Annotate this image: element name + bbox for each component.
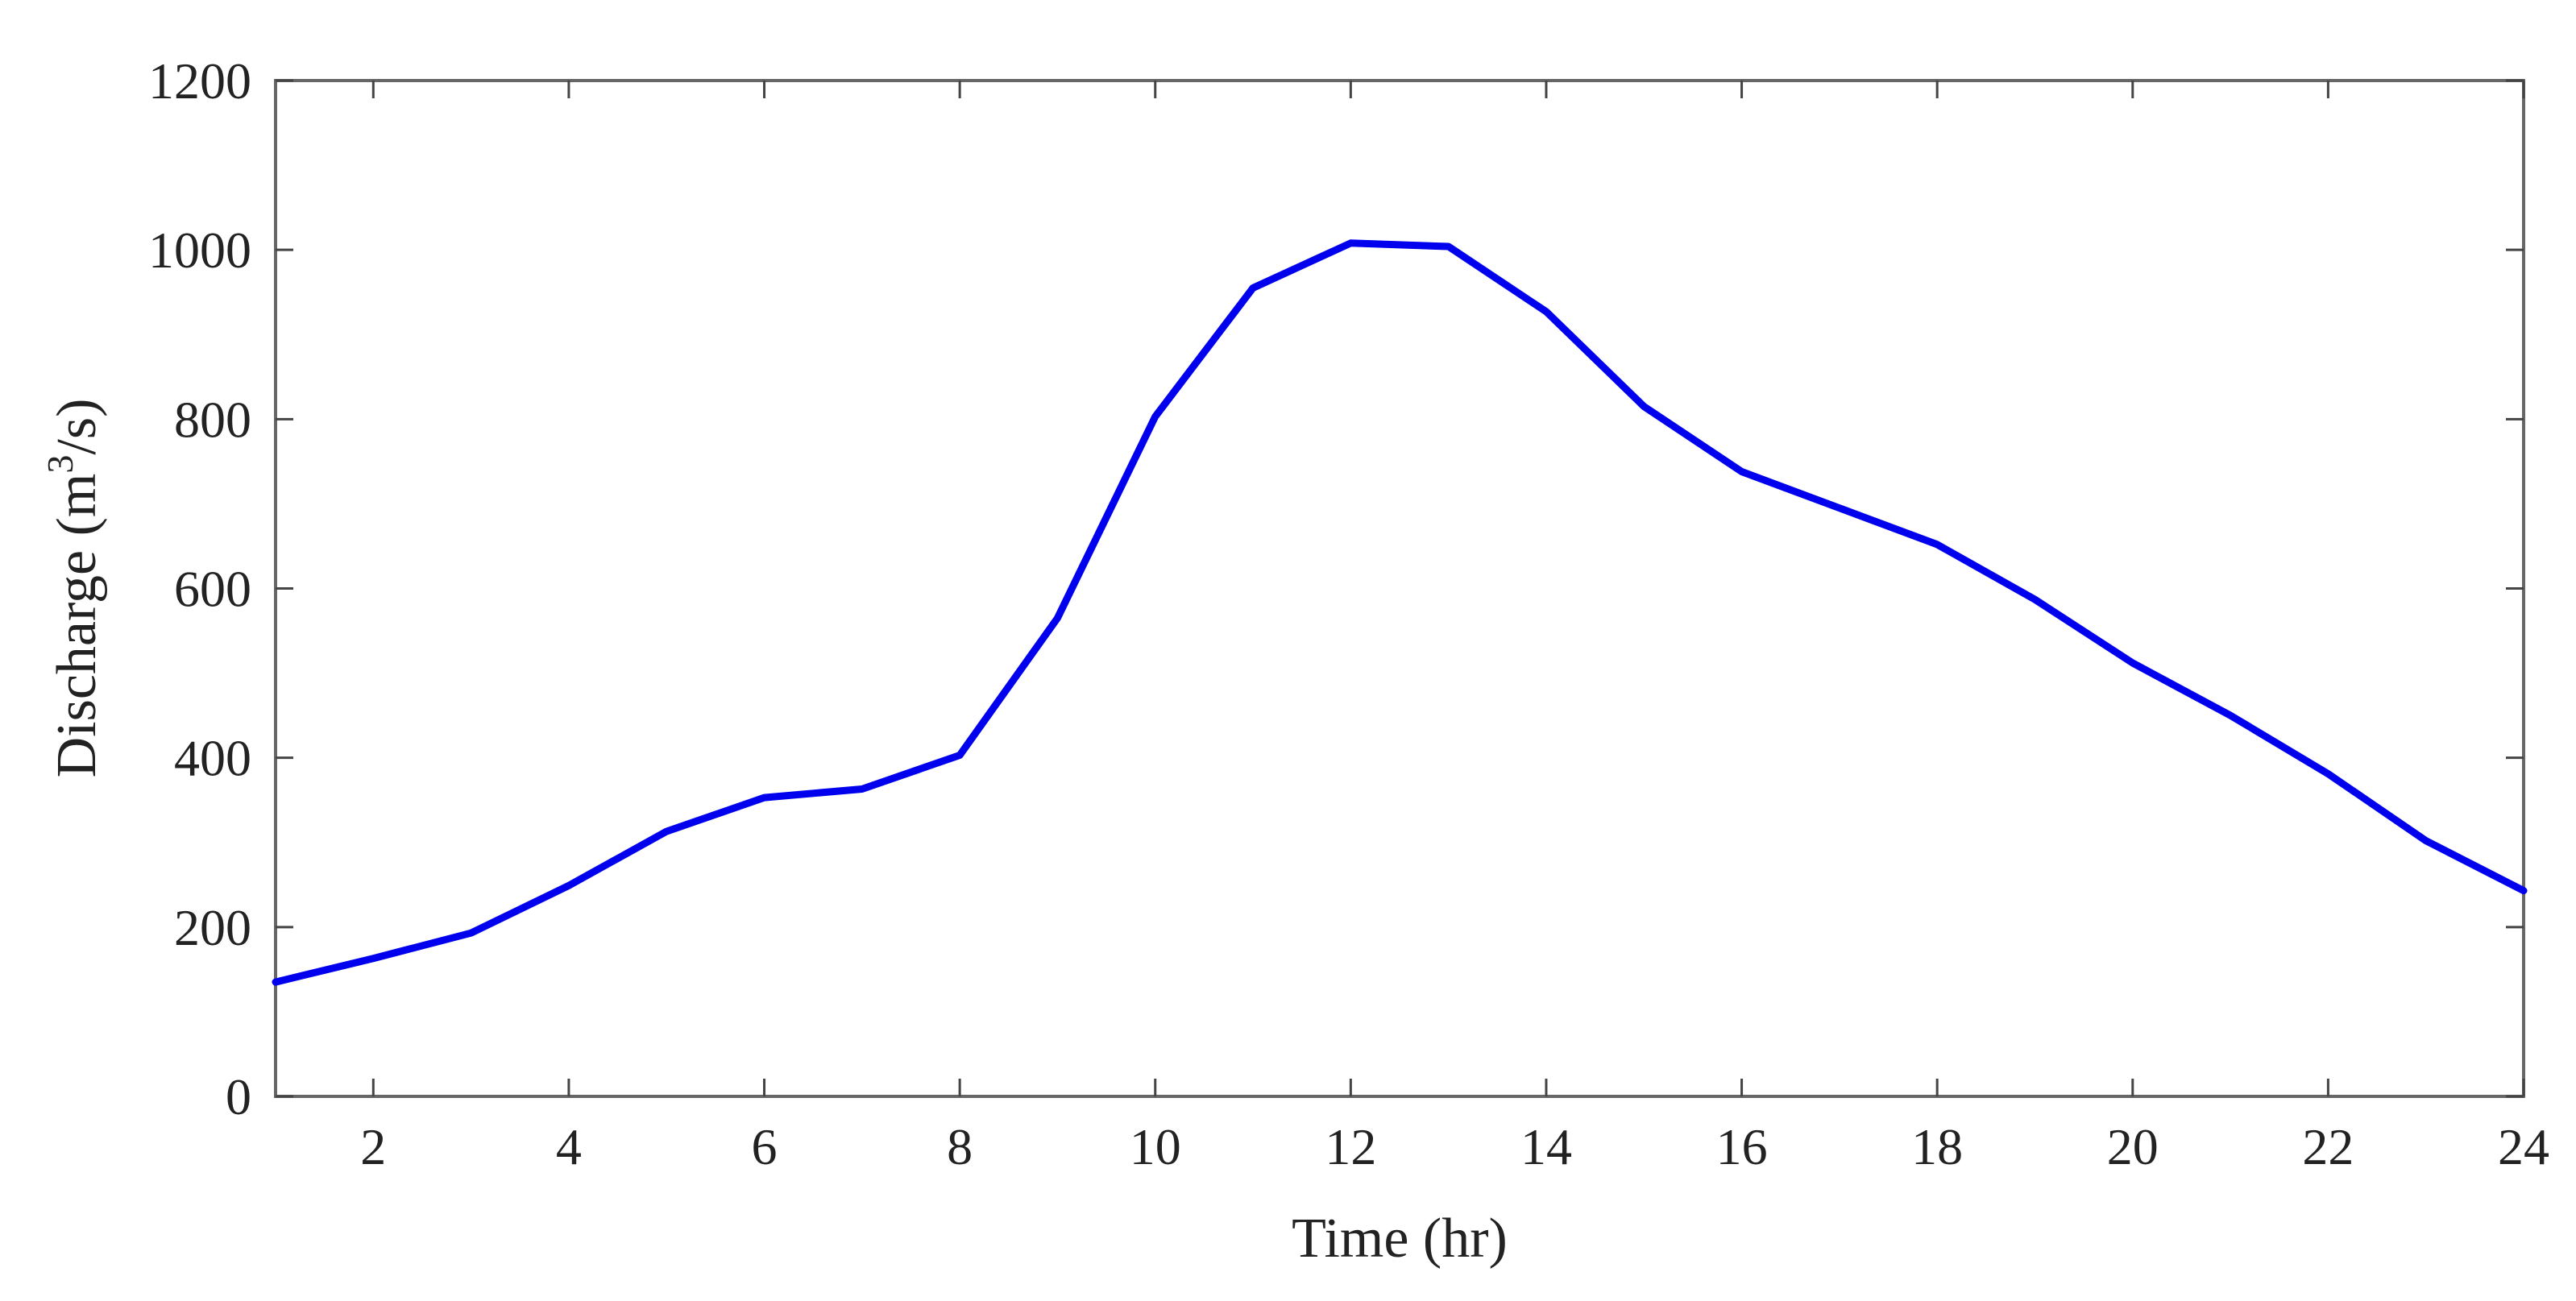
x-tick-label: 2 — [360, 1118, 386, 1175]
y-axis-label-superscript: 3 — [39, 455, 81, 474]
x-tick-label: 18 — [1911, 1118, 1963, 1175]
y-axis-label-suffix: /s) — [46, 399, 108, 455]
x-tick-label: 14 — [1520, 1118, 1572, 1175]
y-tick-label: 600 — [174, 561, 251, 618]
x-axis-ticks: 2 4 6 8 10 12 14 16 18 20 22 24 — [360, 81, 2549, 1175]
y-tick-label: 0 — [226, 1068, 251, 1125]
x-tick-label: 4 — [556, 1118, 582, 1175]
y-axis-ticks: 0 200 400 600 800 1000 1200 — [148, 52, 2524, 1125]
x-axis-label: Time (hr) — [1292, 1208, 1508, 1270]
x-tick-label: 24 — [2498, 1118, 2549, 1175]
y-axis-label-prefix: Discharge (m — [46, 474, 108, 778]
x-tick-label: 20 — [2107, 1118, 2159, 1175]
x-tick-label: 22 — [2302, 1118, 2354, 1175]
y-tick-label: 800 — [174, 391, 251, 448]
y-tick-label: 400 — [174, 730, 251, 787]
series-group — [272, 239, 2528, 986]
plot-area — [274, 79, 2525, 1098]
series-line-0 — [272, 239, 2528, 986]
y-tick-label: 200 — [174, 899, 251, 956]
y-axis-label: Discharge (m3/s) — [39, 399, 108, 778]
x-tick-label: 12 — [1325, 1118, 1376, 1175]
x-tick-label: 10 — [1130, 1118, 1181, 1175]
x-tick-label: 6 — [752, 1118, 778, 1175]
x-tick-label: 16 — [1716, 1118, 1768, 1175]
x-tick-label: 8 — [947, 1118, 973, 1175]
y-tick-label: 1200 — [148, 52, 251, 110]
y-tick-label: 1000 — [148, 222, 251, 279]
